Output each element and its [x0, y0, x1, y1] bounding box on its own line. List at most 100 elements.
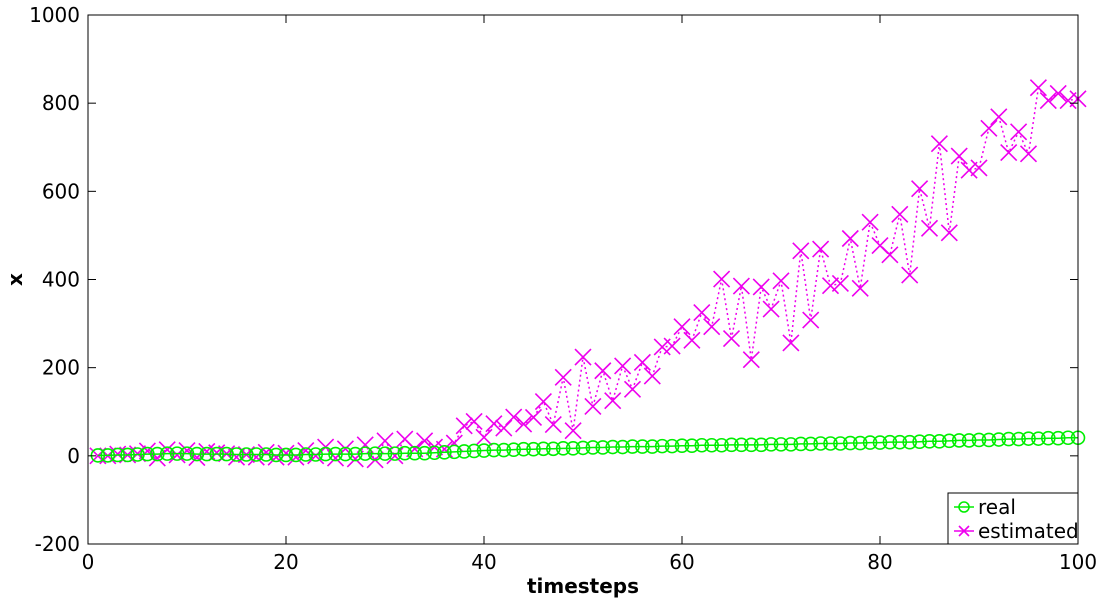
data-point-real — [773, 437, 789, 452]
data-point-real — [565, 441, 581, 456]
data-point-real — [912, 434, 927, 450]
data-point-estimated — [554, 368, 572, 386]
x-tick-label: 60 — [669, 550, 694, 574]
data-point-real — [595, 440, 611, 455]
data-point-real — [783, 437, 799, 452]
data-point-estimated — [911, 180, 929, 198]
data-point-estimated — [475, 428, 493, 446]
data-point-estimated — [713, 270, 731, 288]
data-point-real — [852, 435, 868, 451]
data-point-real — [575, 440, 591, 456]
legend-marker-circle — [958, 501, 970, 513]
y-axis-label: x — [3, 273, 27, 286]
data-point-estimated — [881, 246, 899, 264]
data-point-real — [1041, 430, 1056, 446]
data-point-real — [268, 447, 284, 463]
data-point-real — [1021, 431, 1036, 446]
data-point-estimated — [574, 348, 592, 366]
data-point-estimated — [831, 274, 849, 293]
data-point-real — [169, 446, 185, 461]
data-point-estimated — [1029, 79, 1047, 97]
data-point-real — [338, 446, 353, 462]
data-point-real — [1060, 430, 1076, 446]
data-point-estimated — [485, 415, 503, 433]
y-tick-label: 400 — [42, 268, 80, 292]
x-axis-label: timesteps — [527, 574, 639, 598]
data-point-real — [377, 446, 393, 461]
data-point-real — [605, 439, 621, 455]
data-point-real — [179, 446, 195, 461]
data-point-estimated — [623, 380, 642, 398]
data-point-real — [654, 438, 670, 454]
data-point-estimated — [821, 277, 840, 295]
data-point-real — [803, 436, 819, 452]
data-point-real — [486, 442, 502, 458]
data-point-real — [862, 435, 878, 450]
data-point-real — [615, 439, 630, 455]
data-point-real — [763, 437, 779, 452]
data-point-estimated — [950, 147, 968, 165]
data-point-estimated — [604, 392, 622, 410]
legend-label: real — [978, 495, 1016, 519]
data-point-estimated — [643, 367, 661, 385]
data-point-estimated — [930, 135, 948, 153]
data-point-real — [239, 447, 254, 462]
data-point-real — [724, 437, 739, 453]
data-point-estimated — [158, 441, 176, 459]
x-tick-label: 0 — [82, 550, 95, 574]
data-point-estimated — [505, 408, 523, 426]
data-point-estimated — [891, 205, 909, 223]
data-point-estimated — [663, 337, 681, 355]
data-point-estimated — [416, 432, 434, 450]
data-point-real — [971, 432, 987, 448]
data-point-real — [298, 447, 314, 462]
data-point-estimated — [752, 278, 770, 296]
data-point-real — [674, 438, 690, 453]
data-point-estimated — [693, 303, 711, 322]
data-point-real — [347, 446, 363, 462]
data-point-estimated — [683, 331, 701, 349]
y-tick-label: -200 — [35, 532, 80, 556]
data-point-real — [387, 446, 403, 461]
plot-frame — [87, 14, 1079, 545]
data-point-real — [1001, 431, 1017, 447]
data-point-estimated — [465, 412, 483, 431]
data-point-real — [1031, 431, 1046, 446]
data-point-estimated — [980, 119, 998, 137]
data-point-real — [625, 439, 640, 454]
data-point-real — [367, 446, 383, 461]
data-point-real — [100, 448, 116, 463]
data-point-real — [872, 435, 888, 450]
data-point-real — [536, 441, 551, 457]
data-point-estimated — [1049, 84, 1067, 103]
x-tick-label: 100 — [1059, 550, 1097, 574]
data-point-real — [694, 437, 710, 453]
data-point-real — [397, 445, 413, 461]
x-tick-label: 20 — [273, 550, 298, 574]
data-point-real — [258, 447, 274, 462]
data-point-real — [714, 437, 729, 453]
data-point-real — [130, 447, 145, 462]
data-point-estimated — [1000, 143, 1018, 162]
data-point-real — [545, 441, 561, 457]
data-point-estimated — [1010, 123, 1028, 141]
data-point-estimated — [861, 213, 879, 231]
data-point-estimated — [901, 266, 919, 284]
data-point-real — [704, 437, 720, 453]
data-point-estimated — [1039, 91, 1057, 110]
data-point-estimated — [802, 311, 820, 329]
legend-label: estimated — [978, 519, 1079, 543]
data-point-real — [922, 433, 937, 449]
data-point-real — [644, 439, 660, 454]
data-point-real — [150, 446, 165, 462]
data-point-real — [743, 437, 759, 453]
data-point-real — [318, 446, 333, 462]
data-point-real — [357, 446, 373, 461]
data-point-estimated — [970, 159, 988, 177]
data-point-real — [209, 446, 224, 462]
data-point-real — [437, 445, 452, 460]
data-point-estimated — [455, 417, 473, 435]
data-point-real — [555, 441, 571, 456]
data-point-real — [456, 444, 472, 459]
